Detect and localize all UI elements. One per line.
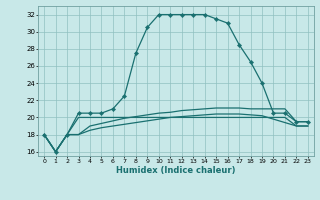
X-axis label: Humidex (Indice chaleur): Humidex (Indice chaleur) bbox=[116, 166, 236, 175]
